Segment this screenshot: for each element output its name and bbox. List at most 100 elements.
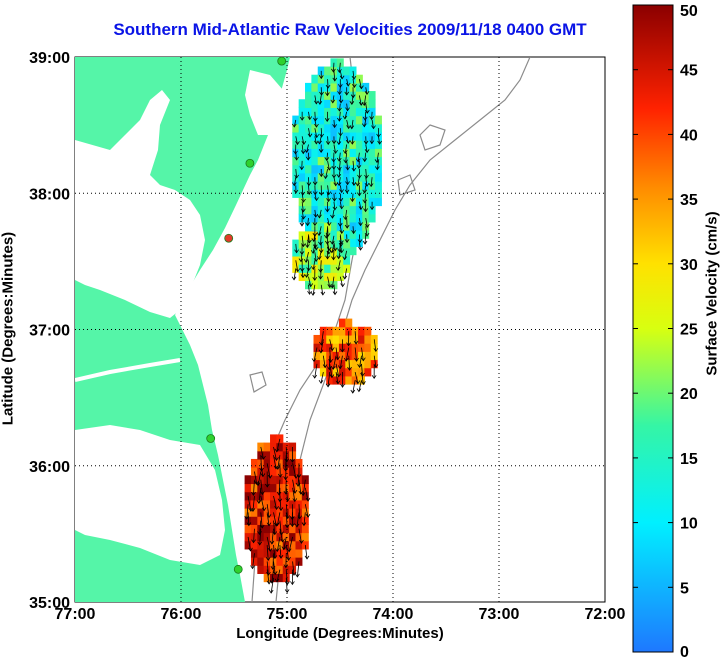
velocity-arrow <box>337 260 341 271</box>
velocity-arrow-head <box>349 101 355 105</box>
velocity-cell <box>336 140 344 149</box>
velocity-arrow <box>266 561 269 576</box>
velocity-arrow-head <box>267 474 273 479</box>
velocity-arrow-head <box>306 191 312 195</box>
velocity-cell <box>263 557 271 566</box>
velocity-arrow <box>332 355 337 370</box>
velocity-cell <box>349 238 357 247</box>
velocity-arrow <box>320 235 322 245</box>
velocity-arrow-head <box>314 100 319 105</box>
velocity-cell <box>301 524 309 534</box>
velocity-arrow-head <box>336 373 342 378</box>
velocity-arrow-head <box>297 515 303 520</box>
velocity-arrow-head <box>307 290 312 295</box>
velocity-cell <box>358 326 365 336</box>
x-tick-label: 74:00 <box>373 606 414 623</box>
velocity-arrow-head <box>368 183 374 188</box>
velocity-cell <box>263 507 271 517</box>
velocity-arrow <box>319 209 322 218</box>
velocity-arrow <box>279 528 284 542</box>
velocity-cell <box>364 334 372 344</box>
velocity-cell <box>263 483 271 493</box>
velocity-arrow-head <box>300 191 306 196</box>
colorbar-tick-label: 25 <box>680 322 698 339</box>
map-title: Southern Mid-Atlantic Raw Velocities 200… <box>113 20 587 39</box>
velocity-cell <box>343 221 351 231</box>
velocity-cell <box>276 548 284 558</box>
velocity-cell <box>351 359 359 369</box>
velocity-arrow <box>333 62 335 72</box>
velocity-arrow-head <box>290 458 295 463</box>
velocity-cell <box>289 475 297 485</box>
velocity-arrow-head <box>326 191 332 196</box>
velocity-cell <box>317 180 325 190</box>
velocity-arrow <box>292 463 297 479</box>
velocity-arrow <box>361 371 364 385</box>
velocity-cell <box>351 351 359 361</box>
velocity-cell <box>244 524 252 534</box>
velocity-cell <box>270 467 277 476</box>
velocity-arrow-head <box>316 256 322 261</box>
velocity-cell <box>289 524 297 534</box>
velocity-arrow <box>273 495 277 510</box>
velocity-arrow <box>307 218 309 226</box>
velocity-arrow <box>260 479 263 495</box>
velocity-arrow-head <box>295 268 301 273</box>
velocity-arrow-head <box>314 140 319 145</box>
velocity-arrow-head <box>284 581 290 586</box>
velocity-arrow-head <box>289 516 295 521</box>
velocity-arrow <box>333 284 336 295</box>
velocity-arrow <box>306 235 309 248</box>
velocity-cell <box>343 255 351 265</box>
velocity-arrow <box>260 446 264 460</box>
velocity-arrow-head <box>299 222 305 227</box>
velocity-arrow-head <box>332 206 338 211</box>
velocity-arrow <box>339 226 343 234</box>
velocity-arrow <box>331 243 335 253</box>
velocity-arrow <box>312 284 316 296</box>
velocity-arrow-head <box>351 230 356 235</box>
velocity-arrow <box>266 545 269 561</box>
velocity-arrow-head <box>300 492 306 497</box>
velocity-cell <box>276 499 284 509</box>
velocity-arrow-head <box>338 99 344 104</box>
velocity-arrow-head <box>291 123 297 128</box>
velocity-arrow <box>338 136 341 145</box>
velocity-arrow-head <box>261 507 267 512</box>
velocity-arrow-head <box>304 273 309 278</box>
velocity-arrow <box>301 144 304 154</box>
velocity-cell <box>298 197 306 207</box>
velocity-arrow-head <box>254 481 260 485</box>
velocity-arrow-head <box>295 141 300 146</box>
velocity-cell <box>343 82 351 92</box>
bathymetry-contour-mid <box>249 124 446 393</box>
velocity-cell <box>250 483 258 493</box>
velocity-cell <box>324 66 332 76</box>
velocity-arrow-head <box>293 150 298 155</box>
velocity-arrow <box>354 347 357 362</box>
velocity-arrow-head <box>332 291 338 296</box>
velocity-arrow-head <box>257 531 262 536</box>
velocity-cell <box>345 318 353 328</box>
velocity-arrow-head <box>327 366 332 371</box>
radar-station-marker <box>277 57 287 66</box>
velocity-cell <box>317 156 325 166</box>
velocity-arrow-head <box>319 133 324 138</box>
velocity-arrow-head <box>261 455 266 460</box>
velocity-arrow <box>364 111 367 121</box>
velocity-arrow <box>352 193 354 202</box>
velocity-arrow-head <box>246 522 252 527</box>
velocity-cell <box>295 540 303 550</box>
velocity-arrow <box>326 152 328 161</box>
velocity-arrow <box>329 339 333 351</box>
velocity-arrow-head <box>345 181 350 186</box>
velocity-arrow-head <box>306 267 311 272</box>
velocity-arrow <box>344 144 348 154</box>
velocity-cell <box>295 507 303 517</box>
velocity-arrow-head <box>305 156 311 161</box>
velocity-cell <box>317 99 325 109</box>
colorbar-tick-label: 0 <box>680 644 689 659</box>
velocity-arrow <box>276 438 281 452</box>
velocity-cell <box>336 272 344 282</box>
velocity-cell <box>295 483 303 493</box>
